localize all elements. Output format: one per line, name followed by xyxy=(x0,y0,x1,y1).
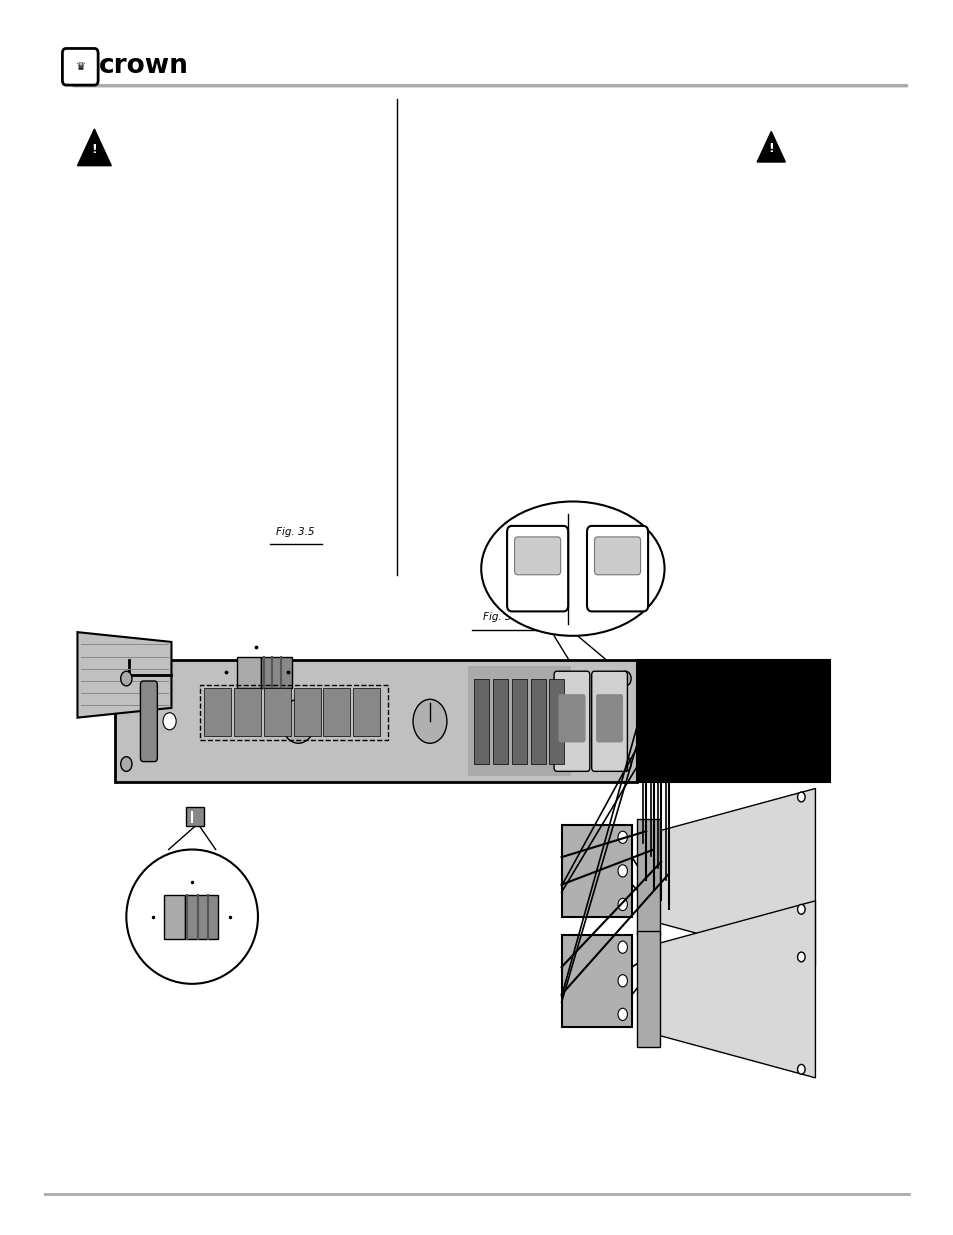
Text: crown: crown xyxy=(99,53,189,79)
FancyBboxPatch shape xyxy=(264,688,291,736)
FancyBboxPatch shape xyxy=(561,825,632,916)
FancyBboxPatch shape xyxy=(260,657,292,688)
FancyBboxPatch shape xyxy=(554,672,589,772)
Polygon shape xyxy=(77,128,112,165)
FancyBboxPatch shape xyxy=(185,894,218,939)
FancyBboxPatch shape xyxy=(511,678,526,764)
FancyBboxPatch shape xyxy=(140,680,157,762)
FancyBboxPatch shape xyxy=(514,537,560,574)
Text: Fig. 3.5: Fig. 3.5 xyxy=(276,527,314,537)
FancyBboxPatch shape xyxy=(561,935,632,1026)
Text: !: ! xyxy=(767,142,773,154)
Circle shape xyxy=(618,864,627,877)
Ellipse shape xyxy=(126,850,257,984)
Circle shape xyxy=(797,1065,804,1074)
FancyBboxPatch shape xyxy=(637,661,829,782)
FancyBboxPatch shape xyxy=(596,694,622,742)
Text: Fig. 3.5b: Fig. 3.5b xyxy=(482,613,527,622)
Circle shape xyxy=(413,699,446,743)
Circle shape xyxy=(797,904,804,914)
Circle shape xyxy=(121,672,132,685)
Circle shape xyxy=(797,792,804,802)
Polygon shape xyxy=(77,632,172,718)
Polygon shape xyxy=(659,788,815,966)
FancyBboxPatch shape xyxy=(186,806,204,826)
FancyBboxPatch shape xyxy=(586,526,647,611)
Circle shape xyxy=(121,757,132,772)
FancyBboxPatch shape xyxy=(493,678,508,764)
FancyBboxPatch shape xyxy=(323,688,350,736)
FancyBboxPatch shape xyxy=(62,48,98,85)
FancyBboxPatch shape xyxy=(467,667,571,777)
FancyBboxPatch shape xyxy=(594,537,639,574)
Text: ♛: ♛ xyxy=(75,62,85,72)
FancyBboxPatch shape xyxy=(294,688,320,736)
FancyBboxPatch shape xyxy=(474,678,489,764)
Circle shape xyxy=(618,831,627,844)
Circle shape xyxy=(797,952,804,962)
Text: !: ! xyxy=(91,143,97,156)
Circle shape xyxy=(163,713,176,730)
FancyBboxPatch shape xyxy=(164,894,185,939)
FancyBboxPatch shape xyxy=(530,678,545,764)
Ellipse shape xyxy=(480,501,664,636)
Circle shape xyxy=(618,941,627,953)
Circle shape xyxy=(281,699,315,743)
FancyBboxPatch shape xyxy=(233,688,261,736)
FancyBboxPatch shape xyxy=(637,931,659,1047)
FancyBboxPatch shape xyxy=(549,678,564,764)
FancyBboxPatch shape xyxy=(591,672,627,772)
FancyBboxPatch shape xyxy=(204,688,231,736)
FancyBboxPatch shape xyxy=(558,694,584,742)
Circle shape xyxy=(618,974,627,987)
Circle shape xyxy=(619,672,631,685)
Circle shape xyxy=(618,898,627,910)
FancyBboxPatch shape xyxy=(237,657,260,688)
Polygon shape xyxy=(659,900,815,1078)
Polygon shape xyxy=(757,131,784,162)
FancyBboxPatch shape xyxy=(353,688,379,736)
Circle shape xyxy=(618,1008,627,1020)
FancyBboxPatch shape xyxy=(637,819,659,935)
FancyBboxPatch shape xyxy=(115,661,637,782)
FancyBboxPatch shape xyxy=(507,526,568,611)
Circle shape xyxy=(619,757,631,772)
